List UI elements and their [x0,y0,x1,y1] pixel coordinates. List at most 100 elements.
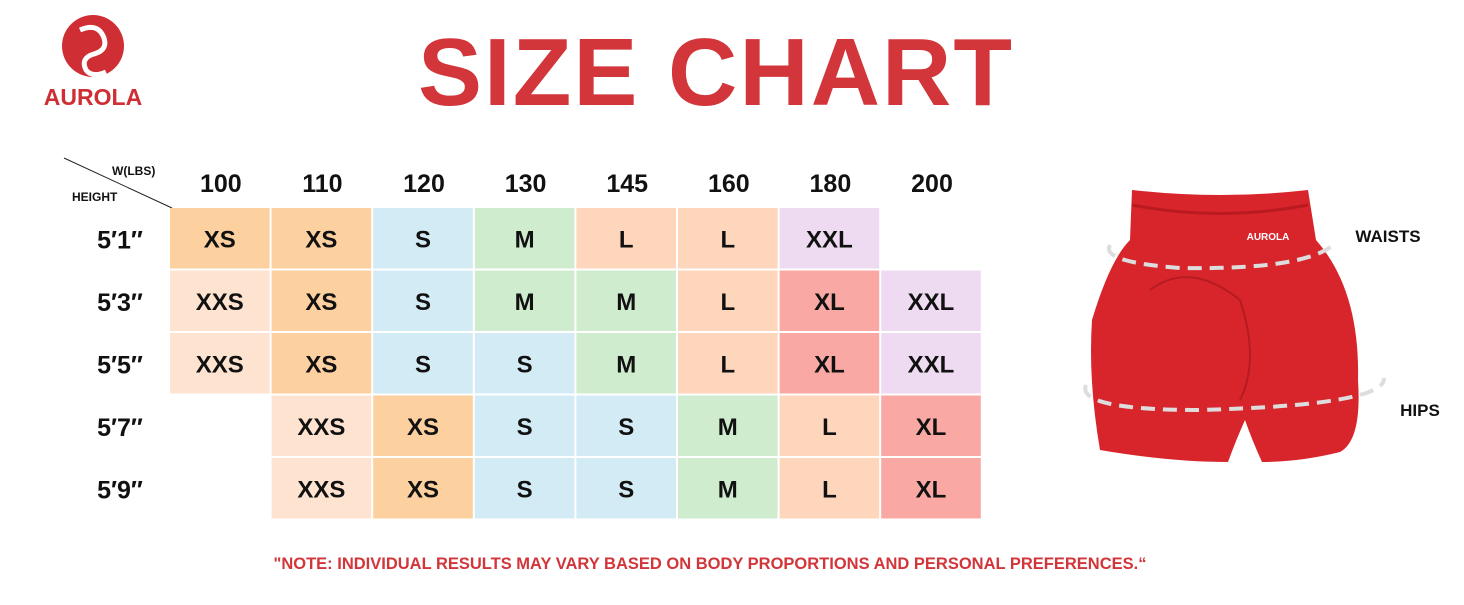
size-cell [576,395,676,456]
size-cell [779,395,880,456]
size-cell [576,333,676,394]
size-label: XS [204,226,236,253]
size-label: S [415,351,431,378]
weight-header: 110 [302,170,342,198]
height-label: 5′3″ [97,289,143,317]
size-cell [678,458,778,519]
size-cell [678,333,778,394]
height-label: 5′7″ [97,414,143,442]
size-cell [881,270,981,331]
size-label: XXS [196,289,244,316]
size-label: L [720,226,735,253]
size-label: L [619,226,634,253]
size-cell [678,208,778,269]
size-label: XL [916,414,947,441]
corner-row-label: HEIGHT [72,190,118,204]
weight-header: 180 [810,170,852,198]
size-cell [576,270,676,331]
size-cell [170,208,270,269]
size-cell [373,395,473,456]
size-label: S [415,226,431,253]
seam [1149,276,1251,401]
size-cell [474,458,575,519]
size-cell [373,458,473,519]
size-label: S [517,476,533,503]
logo-text: AUROLA [44,84,142,110]
size-label: XL [916,476,947,503]
size-label: XXL [908,351,955,378]
product-image: AUROLA WAISTS HIPS [1083,190,1440,462]
hip-line [1083,377,1386,413]
size-cell [271,395,372,456]
logo-dragon [78,24,108,78]
corner-column-label: W(LBS) [112,164,155,178]
size-cell [373,270,473,331]
size-label: XXL [806,226,853,253]
size-label: XXS [297,476,345,503]
weight-header: 160 [708,170,750,198]
weight-header: 200 [911,170,953,198]
size-label: L [720,351,735,378]
size-label: XXS [196,351,244,378]
size-label: M [616,289,636,316]
size-label: S [618,414,634,441]
size-cell [474,208,575,269]
height-label: 5′9″ [97,476,143,504]
size-table: 100 110 120 130 145 160 180 200 5′1″ XS XS S M L L XXL 5… [97,170,981,519]
size-label: S [415,289,431,316]
size-cell [576,208,676,269]
waist-label: WAISTS [1355,227,1420,246]
size-label: XS [305,351,337,378]
size-label: L [822,414,837,441]
shorts [1091,190,1359,462]
height-label: 5′5″ [97,351,143,379]
size-cell [576,458,676,519]
corner-divider [63,157,173,209]
size-label: XL [814,351,845,378]
size-cell [881,458,981,519]
size-label: XS [407,414,439,441]
weight-header: 120 [403,170,445,198]
size-cell [474,333,575,394]
size-label: M [515,289,535,316]
size-label: XS [305,289,337,316]
logo-emblem [62,15,124,77]
size-label: M [718,414,738,441]
size-label: S [517,414,533,441]
size-cell [779,270,880,331]
size-label: M [718,476,738,503]
size-cell [373,208,473,269]
size-cell [271,458,372,519]
size-cell [779,458,880,519]
note: "NOTE: INDIVIDUAL RESULTS MAY VARY BASED… [274,555,1147,573]
weight-header: 100 [200,170,242,198]
hip-label: HIPS [1400,401,1440,420]
size-cell [881,333,981,394]
size-cell [271,270,372,331]
waistband [1131,203,1309,215]
size-label: L [720,289,735,316]
size-cell [170,333,270,394]
size-label: L [822,476,837,503]
size-cell [779,208,880,269]
size-label: XS [407,476,439,503]
size-cell [170,270,270,331]
shorts-brand: AUROLA [1247,232,1290,243]
size-cell [678,395,778,456]
title: SIZE CHART [418,19,1014,126]
weight-header: 145 [606,170,648,198]
height-label: 5′1″ [97,226,143,254]
size-label: M [616,351,636,378]
size-label: XL [814,289,845,316]
size-cell [271,333,372,394]
size-cell [678,270,778,331]
size-cell [474,270,575,331]
size-label: M [515,226,535,253]
size-cell [474,395,575,456]
size-cell [881,395,981,456]
waist-line [1106,243,1334,271]
size-cell [271,208,372,269]
size-cell [779,333,880,394]
